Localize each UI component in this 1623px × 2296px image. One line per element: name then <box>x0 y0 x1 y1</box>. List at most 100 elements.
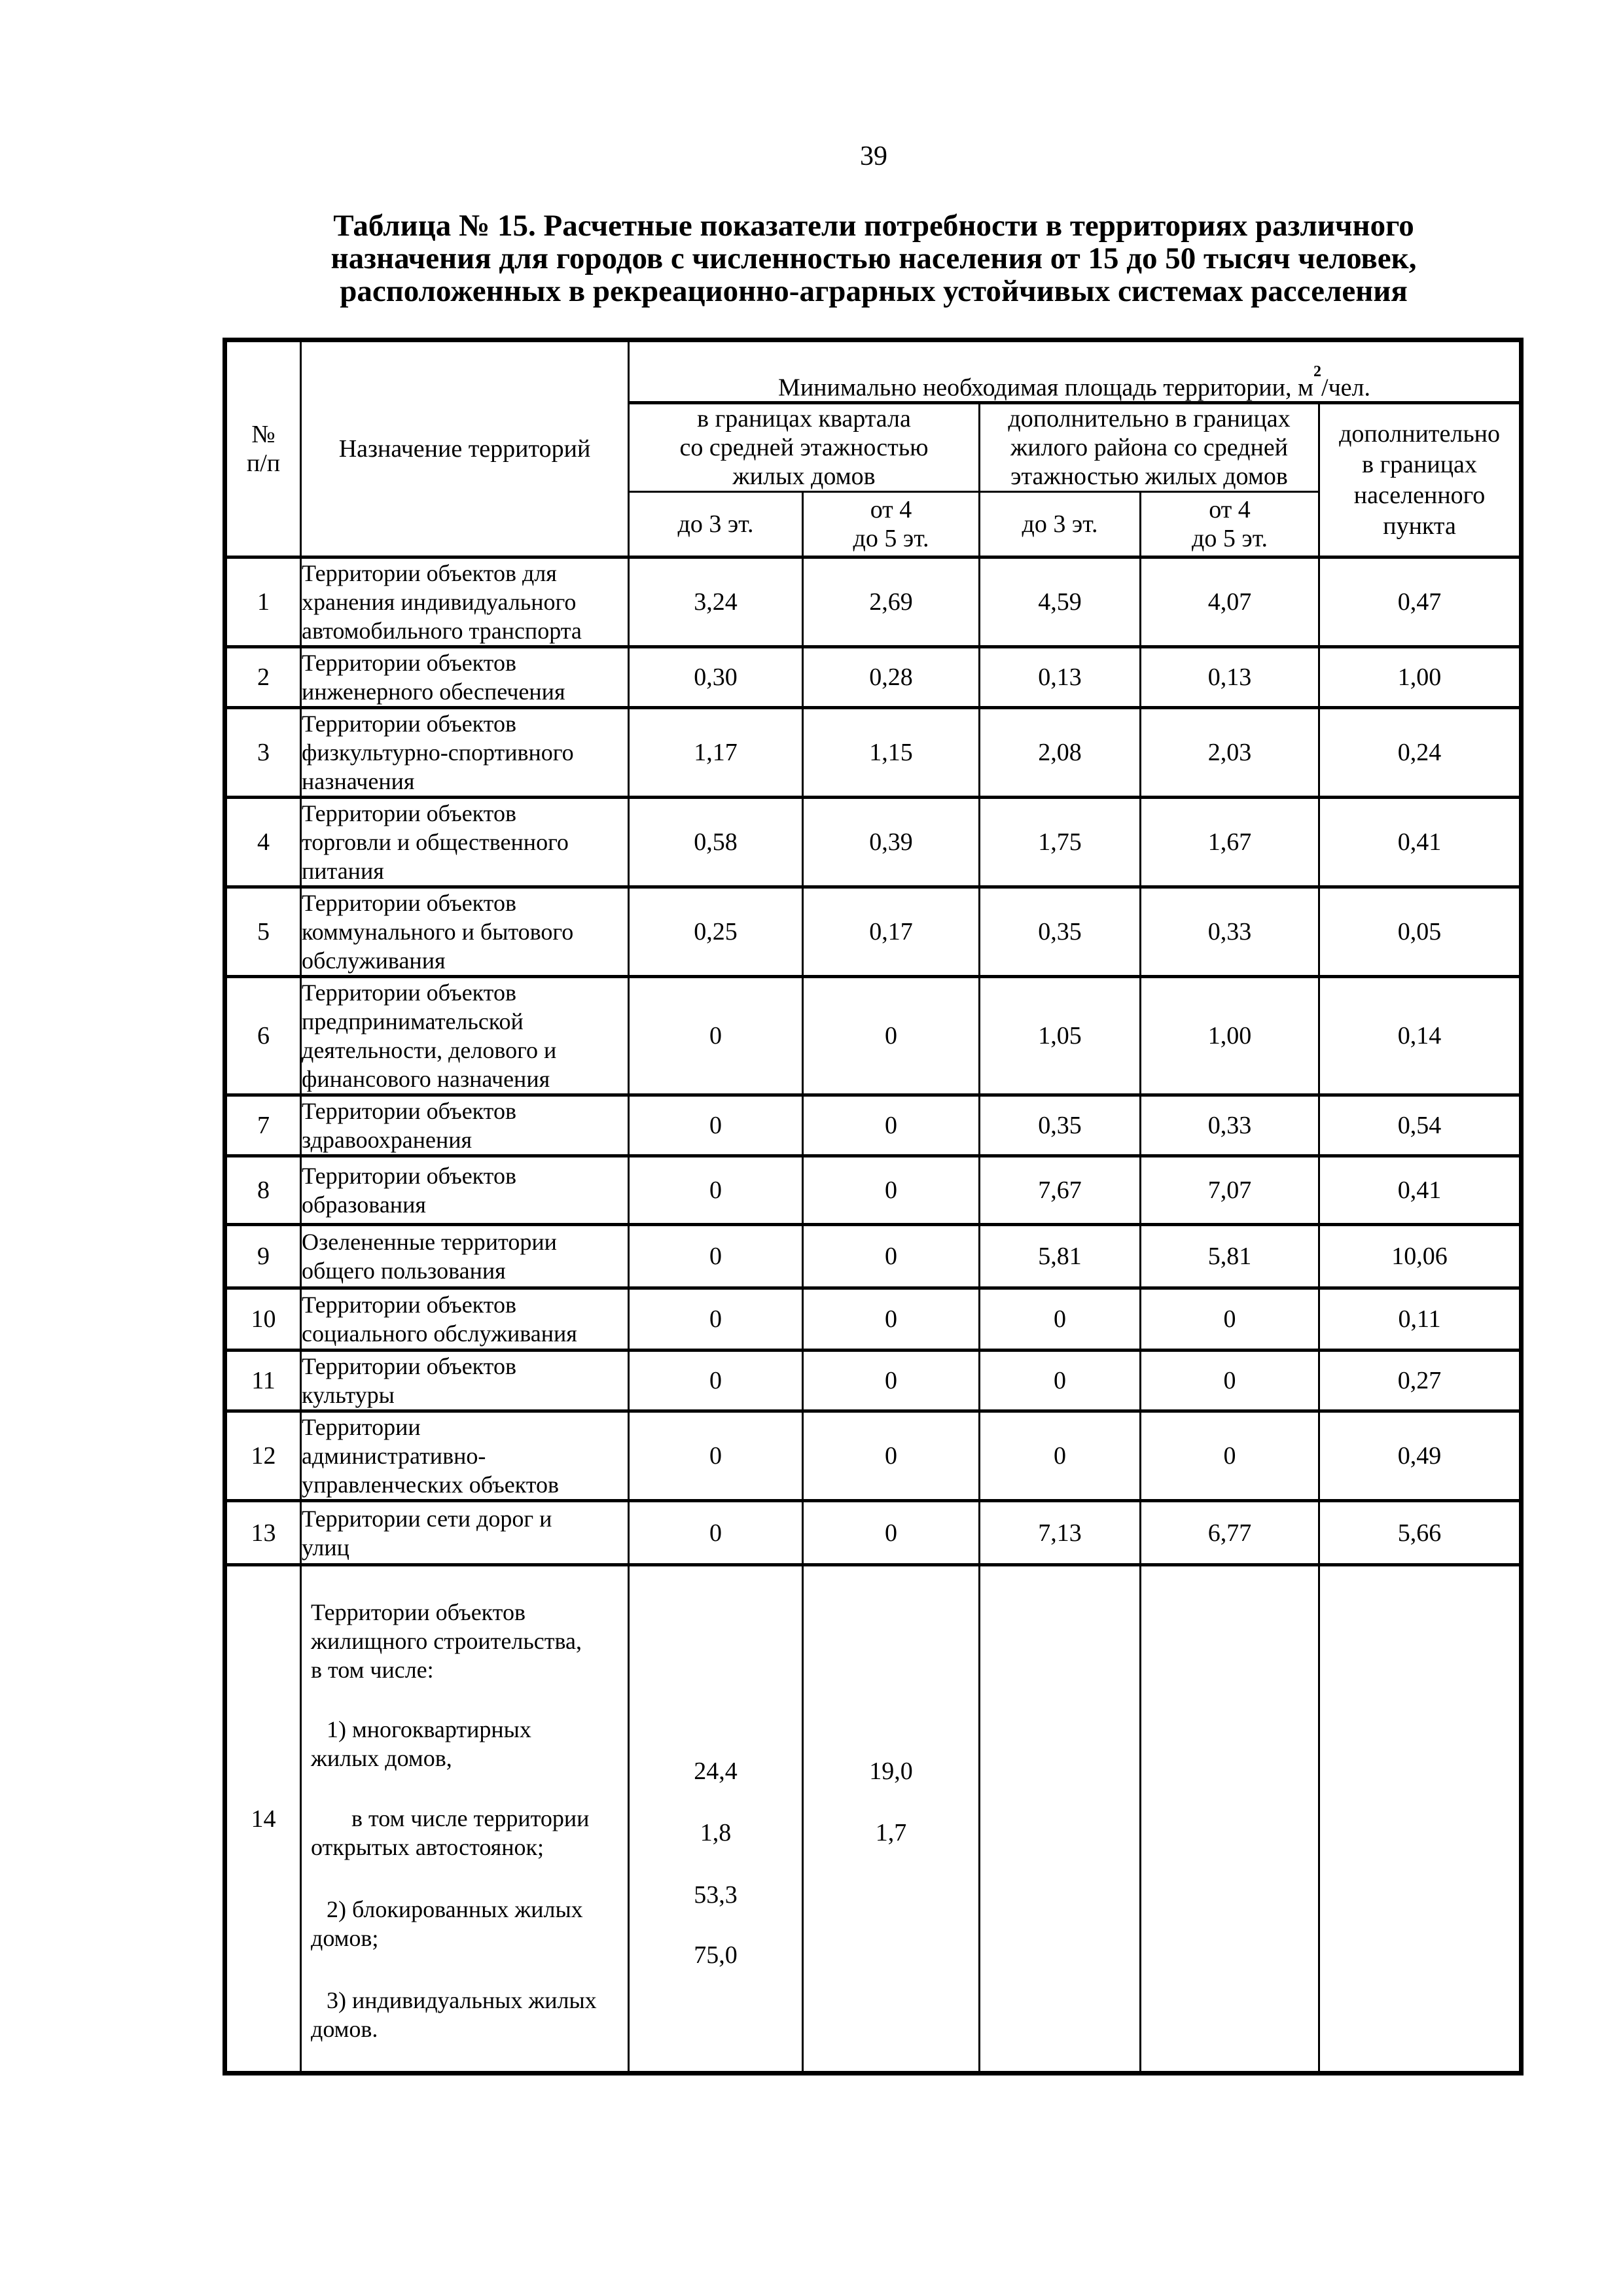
title-line: расположенных в рекреационно-аграрных ус… <box>340 274 1408 308</box>
value-cell: 0,25 <box>628 885 804 978</box>
table-row: 3 Территории объектов физкультурно-спорт… <box>224 706 1523 799</box>
value-cell: 0,28 <box>802 645 980 709</box>
header-area-title-unit: /чел. <box>1321 374 1371 402</box>
value-cell: 0 <box>802 1409 980 1502</box>
row-number-cell: 6 <box>224 975 302 1097</box>
row14-value: 75,0 <box>694 1941 738 1969</box>
header-group-quarter: в границах квартала со средней этажность… <box>628 401 980 493</box>
territory-name-cell: Территории объектов образования <box>300 1154 630 1226</box>
value-cell: 2,69 <box>802 556 980 648</box>
value-cell: 4,07 <box>1139 556 1320 648</box>
row14-intro-text: Территории объектов жилищного строительс… <box>311 1599 582 1683</box>
row-number-cell: 10 <box>224 1286 302 1352</box>
header-floors-low-district: до 3 эт. <box>978 491 1141 559</box>
territory-name-cell: Территории объектов социального обслужив… <box>300 1286 630 1352</box>
territory-name-cell: Озелененные территории общего пользовани… <box>300 1223 630 1290</box>
value-cell: 0 <box>628 1093 804 1157</box>
row14-value: 24,4 <box>694 1757 738 1785</box>
territory-name-cell: Территории объектов жилищного строительс… <box>300 1563 630 2075</box>
value-cell: 1,00 <box>1139 975 1320 1097</box>
row-number-cell: 8 <box>224 1154 302 1226</box>
table-row: 14 Территории объектов жилищного строите… <box>224 1563 1523 2075</box>
value-cell: 24,4 1,8 53,3 75,0 <box>628 1563 804 2075</box>
value-cell: 10,06 <box>1317 1223 1523 1290</box>
territory-name-cell: Территории объектов здравоохранения <box>300 1093 630 1157</box>
table-row: 8 Территории объектов образования 0 0 7,… <box>224 1154 1523 1226</box>
value-cell: 0 <box>978 1286 1141 1352</box>
value-cell: 7,07 <box>1139 1154 1320 1226</box>
value-cell: 0 <box>628 1223 804 1290</box>
value-cell: 0 <box>978 1409 1141 1502</box>
value-cell: 0 <box>802 1349 980 1413</box>
territory-name-cell: Территории объектов культуры <box>300 1349 630 1413</box>
value-cell: 5,66 <box>1317 1499 1523 1566</box>
table-row: 9 Озелененные территории общего пользова… <box>224 1223 1523 1290</box>
row-number-cell: 3 <box>224 706 302 799</box>
value-cell: 0 <box>802 1286 980 1352</box>
title-line: назначения для городов с численностью на… <box>330 241 1417 275</box>
value-cell: 5,81 <box>1139 1223 1320 1290</box>
value-cell: 0 <box>1139 1349 1320 1413</box>
territory-name-cell: Территории сети дорог и улиц <box>300 1499 630 1566</box>
row14-value: 1,8 <box>700 1818 732 1846</box>
value-cell: 0 <box>628 1349 804 1413</box>
row-number-cell: 13 <box>224 1499 302 1566</box>
value-cell: 0 <box>628 1499 804 1566</box>
row-number-cell: 4 <box>224 796 302 889</box>
value-cell: 0 <box>628 1409 804 1502</box>
value-cell: 0,41 <box>1317 1154 1523 1226</box>
territory-name-cell: Территории объектов физкультурно-спортив… <box>300 706 630 799</box>
row-number-cell: 11 <box>224 1349 302 1413</box>
value-cell: 1,75 <box>978 796 1141 889</box>
header-group-district: дополнительно в границах жилого района с… <box>978 401 1320 493</box>
value-cell: 6,77 <box>1139 1499 1320 1566</box>
row14-value <box>804 1926 978 1985</box>
table-row: 12 Территории административно- управленч… <box>224 1409 1523 1502</box>
value-cell: 0 <box>1139 1286 1320 1352</box>
value-cell: 2,03 <box>1139 706 1320 799</box>
table-row: 10 Территории объектов социального обслу… <box>224 1286 1523 1352</box>
value-cell: 0,05 <box>1317 885 1523 978</box>
value-cell: 0 <box>802 1093 980 1157</box>
value-cell: 0 <box>978 1349 1141 1413</box>
row-number-cell: 12 <box>224 1409 302 1502</box>
data-table: № п/п Назначение территорий Минимально н… <box>223 338 1524 2075</box>
table-row: 13 Территории сети дорог и улиц 0 0 7,13… <box>224 1499 1523 1566</box>
header-row: до 3 эт. от 4 до 5 эт. до 3 эт. от 4 до … <box>225 491 1522 559</box>
territory-name-cell: Территории объектов инженерного обеспече… <box>300 645 630 709</box>
row14-value: 19,0 <box>869 1757 913 1785</box>
row14-item-label: 2) блокированных жилых домов; <box>311 1896 583 1951</box>
value-cell <box>1317 1563 1523 2075</box>
value-cell: 0 <box>628 1154 804 1226</box>
row-number-cell: 2 <box>224 645 302 709</box>
value-cell: 7,67 <box>978 1154 1141 1226</box>
header-area-title-text: Минимально необходимая площадь территори… <box>778 374 1314 402</box>
row14-item-label: 3) индивидуальных жилых домов. <box>311 1987 597 2042</box>
territory-name-cell: Территории объектов коммунального и быто… <box>300 885 630 978</box>
row-number-cell: 14 <box>224 1563 302 2075</box>
value-cell: 2,08 <box>978 706 1141 799</box>
header-settlement-col: дополнительно в границах населенного пун… <box>1317 401 1523 559</box>
value-cell: 0,17 <box>802 885 980 978</box>
row-number-cell: 9 <box>224 1223 302 1290</box>
row-number-cell: 5 <box>224 885 302 978</box>
value-cell: 0 <box>802 1499 980 1566</box>
header-name-col: Назначение территорий <box>300 338 630 559</box>
value-cell: 0,13 <box>978 645 1141 709</box>
value-cell: 0,41 <box>1317 796 1523 889</box>
territory-name-cell: Территории объектов торговли и обществен… <box>300 796 630 889</box>
header-floors-high-district: от 4 до 5 эт. <box>1139 491 1320 559</box>
value-cell: 0,27 <box>1317 1349 1523 1413</box>
value-cell: 0,58 <box>628 796 804 889</box>
value-cell: 0,35 <box>978 885 1141 978</box>
value-cell: 0,33 <box>1139 1093 1320 1157</box>
value-cell: 0 <box>628 975 804 1097</box>
table-row: 2 Территории объектов инженерного обеспе… <box>224 645 1523 709</box>
row14-value: 53,3 <box>694 1881 738 1909</box>
value-cell: 1,15 <box>802 706 980 799</box>
page-number: 39 <box>860 141 887 171</box>
value-cell: 0,35 <box>978 1093 1141 1157</box>
value-cell: 7,13 <box>978 1499 1141 1566</box>
title-line: Таблица № 15. Расчетные показатели потре… <box>333 209 1414 243</box>
value-cell: 0 <box>1139 1409 1320 1502</box>
